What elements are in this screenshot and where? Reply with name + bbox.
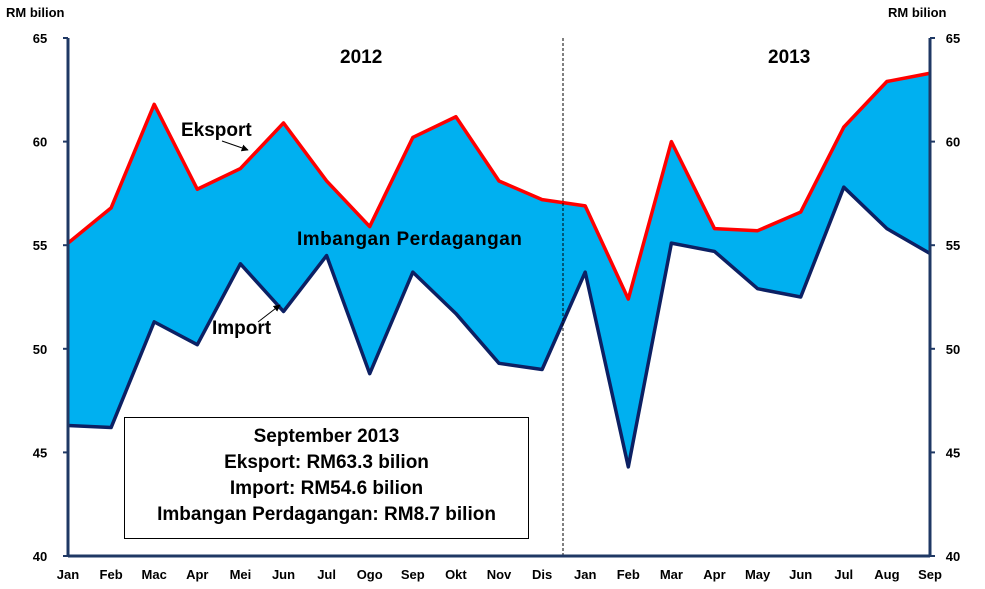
summary-import: Import: RM54.6 bilion bbox=[229, 478, 424, 499]
left-axis-unit: RM bilion bbox=[6, 5, 65, 20]
x-tick-label: Sep bbox=[918, 567, 942, 582]
x-tick-label: Mac bbox=[142, 567, 167, 582]
x-tick-label: Jan bbox=[574, 567, 596, 582]
left-tick-label: 60 bbox=[33, 135, 47, 150]
import-label: Import bbox=[212, 318, 272, 339]
trade-balance-area bbox=[68, 73, 930, 467]
x-tick-label: Sep bbox=[401, 567, 425, 582]
x-tick-label: Feb bbox=[617, 567, 640, 582]
left-tick-label: 50 bbox=[33, 342, 47, 357]
x-tick-label: Ogo bbox=[357, 567, 383, 582]
x-tick-label: Okt bbox=[445, 567, 467, 582]
right-tick-label: 50 bbox=[946, 342, 960, 357]
summary-imbangan: Imbangan Perdagangan: RM8.7 bilion bbox=[157, 504, 496, 525]
x-tick-label: Apr bbox=[703, 567, 725, 582]
x-tick-label: Jan bbox=[57, 567, 79, 582]
eksport-label: Eksport bbox=[181, 120, 252, 141]
year-label-2013: 2013 bbox=[768, 47, 810, 68]
right-tick-label: 65 bbox=[946, 31, 960, 46]
x-tick-label: Mei bbox=[230, 567, 252, 582]
left-tick-label: 40 bbox=[33, 549, 47, 564]
right-tick-label: 45 bbox=[946, 445, 960, 460]
x-tick-label: May bbox=[745, 567, 771, 582]
x-tick-label: Mar bbox=[660, 567, 683, 582]
year-label-2012: 2012 bbox=[340, 47, 382, 68]
x-tick-label: Feb bbox=[100, 567, 123, 582]
left-tick-label: 65 bbox=[33, 31, 47, 46]
x-tick-label: Nov bbox=[487, 567, 512, 582]
x-tick-label: Jun bbox=[272, 567, 295, 582]
x-tick-label: Jul bbox=[834, 567, 853, 582]
left-tick-label: 45 bbox=[33, 445, 47, 460]
right-tick-label: 60 bbox=[946, 135, 960, 150]
import-arrow bbox=[257, 304, 281, 323]
right-tick-label: 55 bbox=[946, 238, 960, 253]
eksport-line bbox=[66, 71, 931, 301]
eksport-arrow bbox=[221, 140, 249, 152]
x-tick-label: Apr bbox=[186, 567, 208, 582]
x-tick-label: Jul bbox=[317, 567, 336, 582]
x-tick-label: Dis bbox=[532, 567, 552, 582]
right-tick-label: 40 bbox=[946, 549, 960, 564]
x-tick-label: Aug bbox=[874, 567, 899, 582]
left-tick-label: 55 bbox=[33, 238, 47, 253]
summary-title: September 2013 bbox=[253, 426, 400, 447]
summary-eksport: Eksport: RM63.3 bilion bbox=[224, 452, 429, 473]
import-line bbox=[67, 185, 931, 469]
area-label: Imbangan Perdagangan bbox=[297, 229, 522, 250]
summary-box: September 2013 Eksport: RM63.3 bilion Im… bbox=[124, 417, 529, 539]
x-tick-label: Jun bbox=[789, 567, 812, 582]
right-axis-unit: RM bilion bbox=[888, 5, 947, 20]
